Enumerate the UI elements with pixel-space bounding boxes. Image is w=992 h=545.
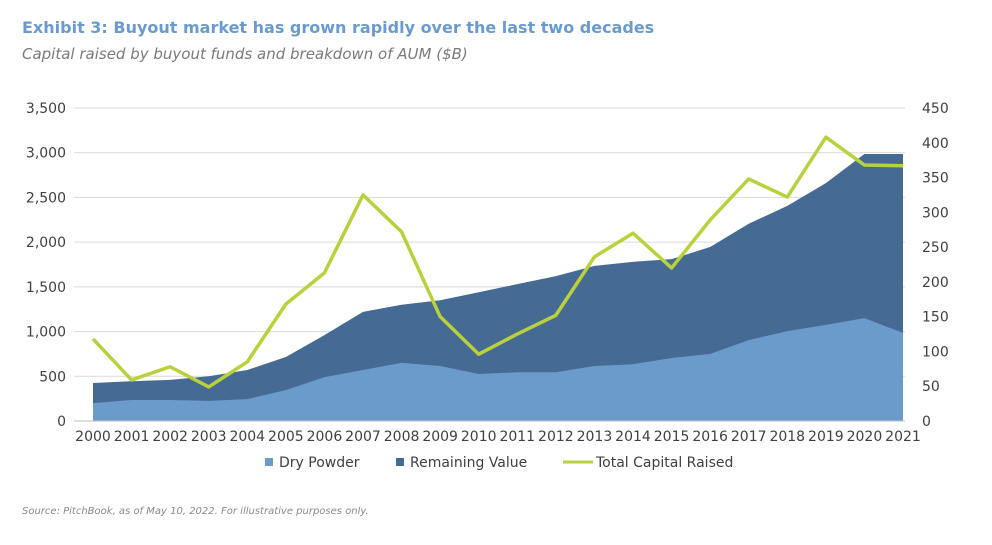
source-note: Source: PitchBook, as of May 10, 2022. F… <box>22 506 369 517</box>
x-axis-tick-label: 2006 <box>307 429 343 445</box>
left-axis-tick-label: 1,500 <box>26 280 66 296</box>
right-axis-tick-label: 400 <box>922 136 949 152</box>
x-axis-tick-label: 2020 <box>847 429 883 445</box>
x-axis-tick-label: 2007 <box>345 429 381 445</box>
x-axis-tick-label: 2010 <box>461 429 497 445</box>
legend-label: Dry Powder <box>279 455 360 471</box>
left-axis-tick-label: 3,000 <box>26 146 66 162</box>
x-axis-tick-label: 2002 <box>152 429 188 445</box>
legend-swatch <box>396 458 404 466</box>
area-dry-powder <box>93 318 903 421</box>
right-axis-tick-label: 150 <box>922 310 949 326</box>
x-axis-tick-label: 2012 <box>538 429 574 445</box>
x-axis-tick-label: 2005 <box>268 429 304 445</box>
legend-swatch <box>265 458 273 466</box>
chart-title: Exhibit 3: Buyout market has grown rapid… <box>22 18 655 37</box>
x-axis-tick-label: 2008 <box>384 429 420 445</box>
right-axis-tick-label: 350 <box>922 171 949 187</box>
x-axis-tick-label: 2001 <box>114 429 150 445</box>
left-axis-tick-label: 0 <box>57 414 66 430</box>
left-axis-tick-label: 500 <box>39 369 66 385</box>
x-axis-tick-label: 2017 <box>731 429 767 445</box>
left-axis-tick-label: 1,000 <box>26 325 66 341</box>
x-axis-tick-label: 2019 <box>808 429 844 445</box>
left-axis-tick-label: 3,500 <box>26 101 66 117</box>
area-remaining-value <box>93 154 903 421</box>
x-axis-tick-label: 2000 <box>75 429 111 445</box>
x-axis-tick-label: 2018 <box>769 429 805 445</box>
x-axis-tick-label: 2003 <box>191 429 227 445</box>
right-axis-tick-label: 0 <box>922 414 931 430</box>
right-axis-tick-label: 50 <box>922 379 940 395</box>
x-axis-tick-label: 2011 <box>499 429 535 445</box>
x-axis-tick-label: 2009 <box>422 429 458 445</box>
chart-subtitle: Capital raised by buyout funds and break… <box>22 45 468 63</box>
x-axis-tick-label: 2015 <box>654 429 690 445</box>
left-axis-tick-label: 2,500 <box>26 190 66 206</box>
x-axis-tick-label: 2004 <box>229 429 265 445</box>
right-axis-tick-label: 300 <box>922 205 949 221</box>
x-axis-tick-label: 2014 <box>615 429 651 445</box>
legend-label: Remaining Value <box>410 455 527 471</box>
x-axis-tick-label: 2016 <box>692 429 728 445</box>
legend-label: Total Capital Raised <box>595 455 733 471</box>
x-axis-tick-label: 2013 <box>577 429 613 445</box>
line-total-capital-raised <box>91 135 904 389</box>
right-axis-tick-label: 450 <box>922 101 949 117</box>
right-axis-tick-label: 250 <box>922 240 949 256</box>
right-axis-tick-label: 100 <box>922 344 949 360</box>
left-axis-tick-label: 2,000 <box>26 235 66 251</box>
right-axis-tick-label: 200 <box>922 275 949 291</box>
x-axis-tick-label: 2021 <box>885 429 921 445</box>
